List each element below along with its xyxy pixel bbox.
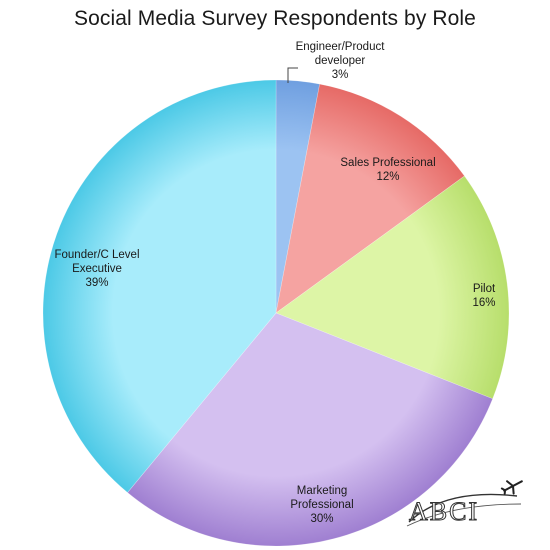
- pie-slice-sales-professional: [275, 83, 465, 314]
- logo-text: ABCI: [409, 497, 479, 526]
- slice-label: Engineer/Product developer 3%: [296, 41, 386, 81]
- pie-slice-pilot: [275, 175, 510, 400]
- logo-swoosh: [408, 493, 518, 523]
- abci-logo: ABCI: [406, 480, 523, 527]
- pie-slice-engineer-product-developer: [275, 79, 321, 314]
- leader-line: [287, 67, 298, 83]
- pie-slice-founder-c-level-executive: [42, 79, 277, 493]
- slice-label: Founder/C Level Executive 39%: [54, 249, 139, 289]
- chart-title: Social Media Survey Respondents by Role: [74, 7, 476, 30]
- pie-slices: [42, 79, 510, 547]
- slice-label: Marketing Professional 30%: [290, 485, 353, 525]
- airplane-icon: [500, 480, 523, 495]
- slice-label: Sales Professional 12%: [340, 157, 435, 183]
- slice-label: Pilot 16%: [472, 283, 496, 309]
- slice-labels: Engineer/Product developer 3% Sales Profess…: [54, 41, 496, 525]
- leader-lines: [287, 67, 298, 83]
- pie-slice-marketing-professional: [127, 312, 494, 547]
- logo-swoosh-inner: [406, 503, 522, 527]
